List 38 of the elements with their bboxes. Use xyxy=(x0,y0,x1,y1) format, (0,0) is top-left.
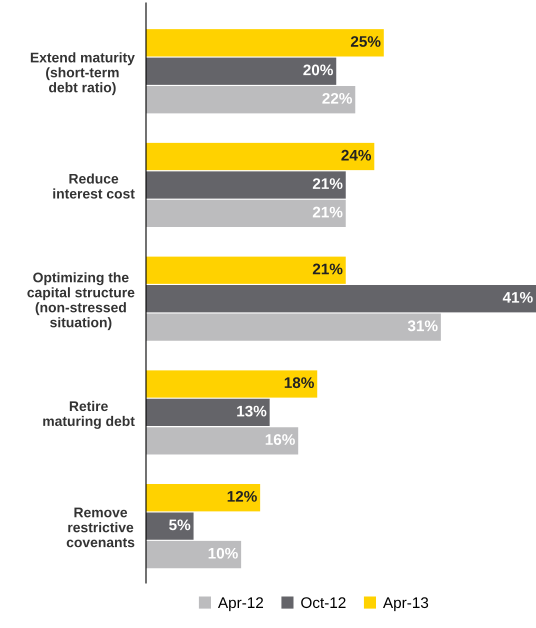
data-label: 20% xyxy=(303,64,333,76)
data-label: 25% xyxy=(350,36,381,47)
data-label: 31% xyxy=(408,320,438,332)
data-label: 41% xyxy=(502,292,533,303)
bar xyxy=(146,484,260,512)
data-label: 22% xyxy=(322,92,352,104)
bar xyxy=(146,256,346,284)
data-label: 21% xyxy=(312,206,342,218)
bar xyxy=(146,313,441,341)
y-tick-label: Reduce interest cost xyxy=(53,173,135,199)
bar xyxy=(146,29,384,56)
bar xyxy=(146,200,346,228)
bar xyxy=(146,512,194,540)
data-label: 13% xyxy=(237,406,266,417)
data-label: 24% xyxy=(341,150,372,161)
data-label: 10% xyxy=(208,548,238,559)
bar xyxy=(146,427,298,454)
y-tick-label: Extend maturity (short-term debt ratio) xyxy=(30,52,135,96)
y-tick-label: Retire maturing debt xyxy=(43,400,135,429)
bar xyxy=(146,86,356,114)
data-label: 12% xyxy=(228,490,257,502)
data-label: 5% xyxy=(169,519,190,530)
y-tick-label: Optimizing the capital structure (non-stressed situation) xyxy=(27,272,134,330)
legend-label: Oct-12 xyxy=(301,597,346,608)
bar xyxy=(146,285,536,312)
data-label: 21% xyxy=(312,264,342,274)
y-tick-label: Remove restrictive covenants xyxy=(66,508,134,548)
bar xyxy=(146,171,346,199)
data-label: 18% xyxy=(284,377,314,388)
legend-label: Apr-12 xyxy=(218,597,264,612)
bar xyxy=(146,398,270,426)
bar xyxy=(146,540,242,568)
legend-label: Apr-13 xyxy=(382,597,428,612)
bar xyxy=(146,142,374,170)
bar xyxy=(146,58,336,85)
data-label: 16% xyxy=(266,434,295,445)
data-label: 21% xyxy=(312,178,342,190)
bar xyxy=(146,370,318,398)
